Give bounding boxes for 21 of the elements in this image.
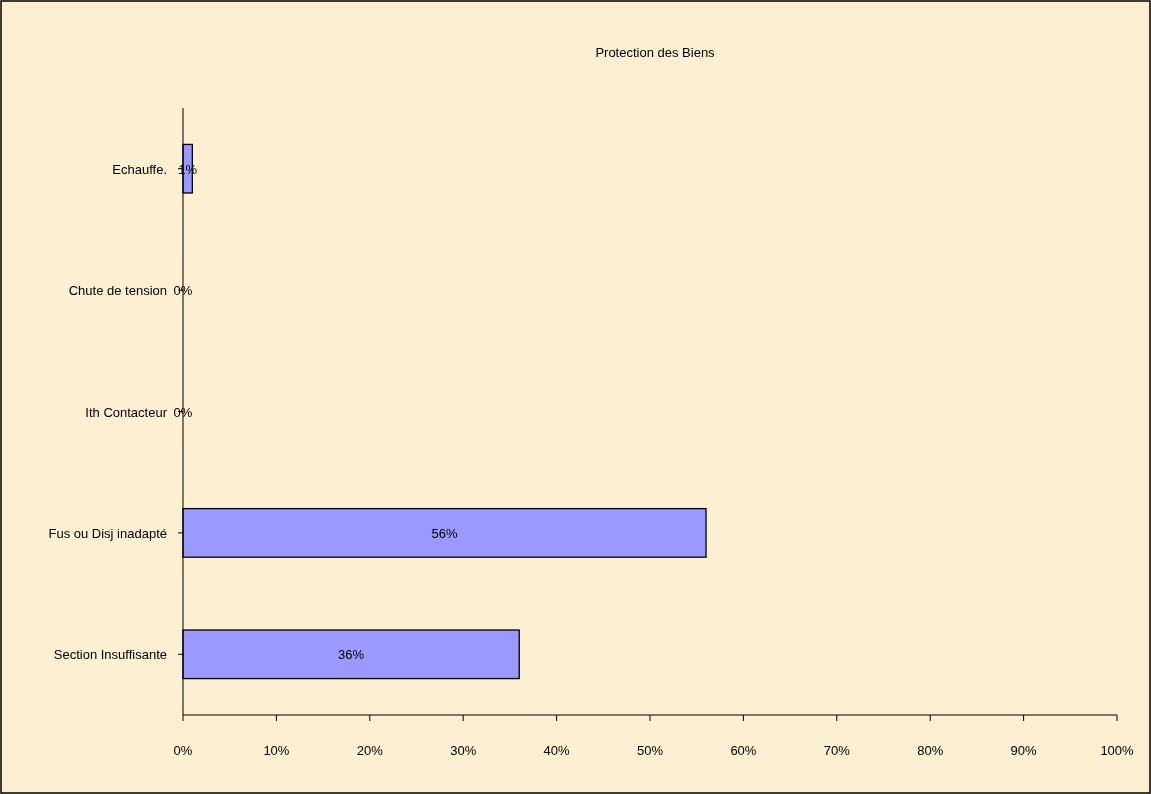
x-tick-label: 80%	[917, 743, 944, 758]
x-tick-label: 100%	[1100, 743, 1135, 758]
x-tick-label: 0%	[173, 743, 193, 758]
x-tick-label: 50%	[636, 743, 664, 758]
y-tick-label: Fus ou Disj inadapté	[48, 525, 167, 541]
x-tick-label: 10%	[263, 743, 290, 758]
x-tick-label: 90%	[1010, 743, 1038, 758]
x-tick-label: 20%	[356, 743, 384, 758]
data-label: 56%	[431, 525, 458, 541]
x-tick-label: 70%	[823, 743, 851, 758]
y-tick-label: Echauffe.	[112, 161, 167, 177]
x-tick-label: 40%	[543, 743, 571, 758]
y-tick-label: Chute de tension	[68, 283, 167, 299]
data-label: 0%	[173, 404, 193, 420]
y-tick-label: Section Insuffisante	[53, 647, 167, 663]
x-tick-label: 60%	[730, 743, 757, 758]
x-tick-label: 30%	[450, 743, 477, 758]
y-tick-label: Ith Contacteur	[85, 404, 168, 420]
chart-title: Protection des Biens	[595, 45, 716, 60]
data-label: 0%	[173, 283, 193, 299]
data-label: 36%	[338, 647, 365, 663]
